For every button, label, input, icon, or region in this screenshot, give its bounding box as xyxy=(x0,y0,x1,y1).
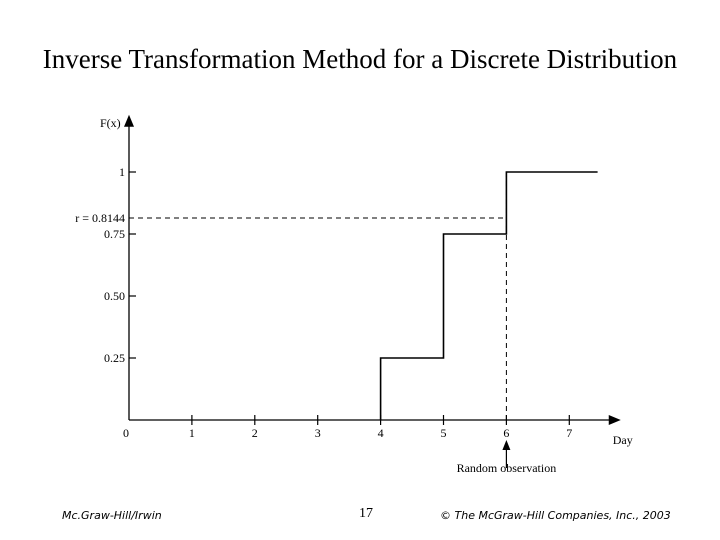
y-axis-label: F(x) xyxy=(100,116,121,130)
x-tick-label: 3 xyxy=(315,426,321,440)
x-tick-label: 0 xyxy=(123,426,129,440)
page-number: 17 xyxy=(359,506,373,521)
chart-axes: F(x) Day xyxy=(100,114,633,447)
y-tick-label: 1 xyxy=(119,165,125,179)
x-axis-arrow xyxy=(608,415,621,425)
chart-annotations: r = 0.8144 Random observation xyxy=(75,172,556,475)
footer-copyright: © The McGraw-Hill Companies, Inc., 2003 xyxy=(440,509,671,522)
observation-label: Random observation xyxy=(457,461,557,475)
observation-arrow-head xyxy=(502,440,511,450)
x-tick-label: 6 xyxy=(503,426,509,440)
x-tick-label: 7 xyxy=(566,426,572,440)
footer-publisher: Mc.Graw-Hill/Irwin xyxy=(62,509,162,522)
chart-series xyxy=(379,171,598,420)
x-tick-label: 5 xyxy=(441,426,447,440)
y-axis-arrow xyxy=(124,114,134,127)
r-value-label: r = 0.8144 xyxy=(75,211,125,225)
slide-title: Inverse Transformation Method for a Disc… xyxy=(42,44,678,74)
x-tick-label: 2 xyxy=(252,426,258,440)
x-tick-label: 1 xyxy=(189,426,195,440)
x-axis-label: Day xyxy=(613,433,633,447)
cdf-step-line xyxy=(379,171,598,420)
y-tick-label: 0.50 xyxy=(104,289,125,303)
y-tick-label: 0.75 xyxy=(104,227,125,241)
chart-ticks: 0 1 2 3 4 5 6 7 0.25 0.50 0.75 1 xyxy=(104,165,572,440)
y-tick-label: 0.25 xyxy=(104,351,125,365)
x-tick-label: 4 xyxy=(378,426,384,440)
